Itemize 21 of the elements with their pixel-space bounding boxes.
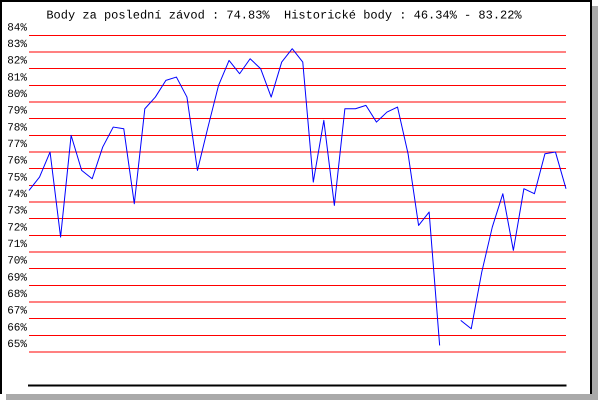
y-tick-label: 68% [7, 288, 28, 301]
y-tick-label: 70% [7, 256, 28, 268]
y-tick-label: 67% [7, 306, 28, 318]
y-tick-label: 82% [7, 56, 28, 68]
y-tick-label: 74% [7, 188, 28, 201]
y-tick-label: 79% [7, 106, 28, 118]
y-tick-label: 65% [7, 338, 28, 351]
chart-title: Body za poslední závod : 74.83% Historické body : 46.34% - 83.22% [46, 8, 522, 22]
y-tick-label: 81% [7, 72, 28, 84]
y-tick-label: 80% [7, 88, 28, 101]
y-tick-label: 73% [7, 206, 28, 218]
y-tick-label: 66% [7, 322, 28, 334]
y-tick-label: 77% [7, 138, 28, 151]
y-tick-label: 78% [7, 122, 28, 134]
y-tick-label: 76% [7, 156, 28, 168]
y-tick-label: 83% [7, 38, 28, 51]
y-tick-label: 72% [7, 222, 28, 234]
y-tick-label: 84% [7, 22, 28, 34]
y-tick-label: 71% [7, 238, 28, 251]
y-tick-label: 75% [7, 172, 28, 184]
y-tick-label: 69% [7, 272, 28, 284]
